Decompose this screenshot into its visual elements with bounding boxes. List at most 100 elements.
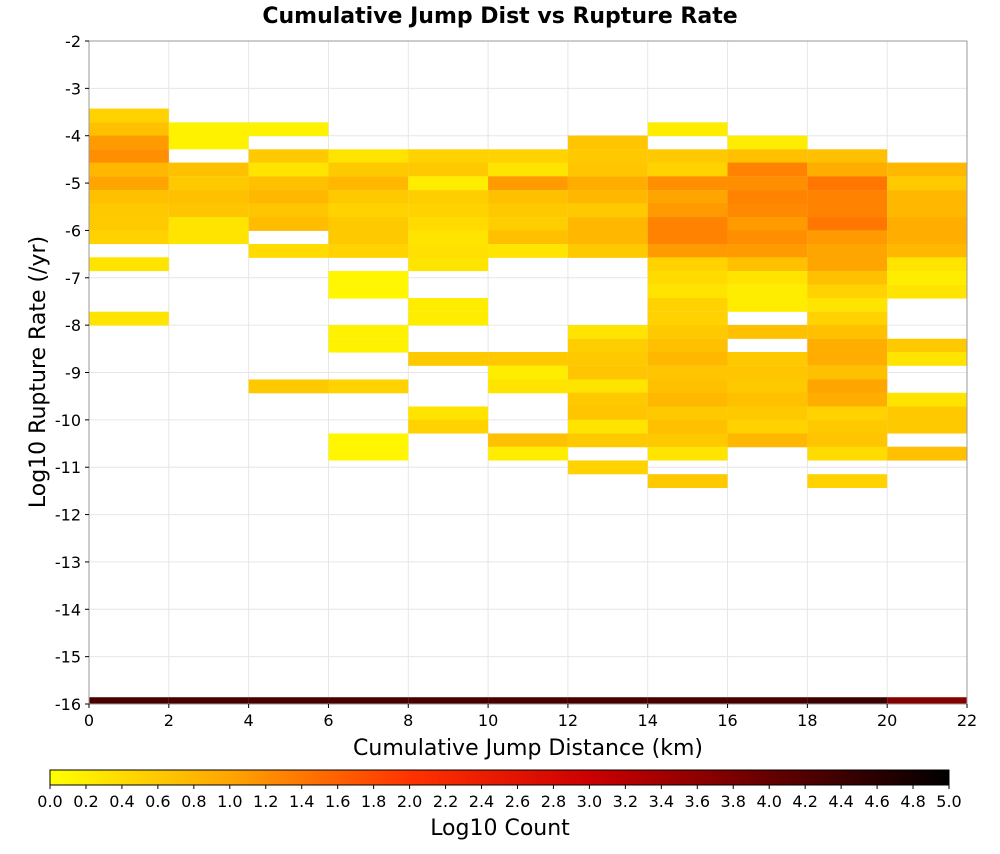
colorbar-tick-label: 2.4 xyxy=(469,792,494,811)
heatmap-cell xyxy=(408,311,489,326)
heatmap-cell xyxy=(807,176,888,191)
heatmap-cell xyxy=(89,203,169,218)
heatmap-cell xyxy=(807,352,888,366)
heatmap-cell xyxy=(727,352,808,366)
heatmap-cell xyxy=(408,149,489,164)
heatmap-cell xyxy=(887,338,967,353)
heatmap-cell xyxy=(647,419,728,434)
heatmap-cell xyxy=(488,244,568,258)
heatmap-cell xyxy=(727,149,808,164)
heatmap-cell xyxy=(488,203,568,218)
heatmap-cell xyxy=(807,433,888,448)
heatmap-cell xyxy=(647,311,728,326)
y-tick-label: -15 xyxy=(55,648,81,667)
heatmap-cell xyxy=(727,190,808,204)
heatmap-cell xyxy=(328,203,409,218)
heatmap-cell xyxy=(727,176,808,191)
heatmap-cell xyxy=(887,271,967,285)
heatmap-cell xyxy=(408,419,489,434)
y-tick-label: -13 xyxy=(55,553,81,572)
heatmap-cell xyxy=(887,217,967,231)
heatmap-cell xyxy=(727,433,808,448)
heatmap-cell xyxy=(807,406,888,421)
heatmap-cell xyxy=(488,433,568,448)
heatmap-cell xyxy=(727,203,808,218)
y-tick-label: -11 xyxy=(55,458,81,477)
heatmap-cell xyxy=(89,135,169,150)
heatmap-cell xyxy=(248,697,329,705)
heatmap-cell xyxy=(647,446,728,461)
heatmap-cell xyxy=(887,697,967,705)
heatmap-cell xyxy=(567,190,648,204)
y-tick-label: -8 xyxy=(65,316,81,335)
colorbar-tick-label: 4.8 xyxy=(900,792,925,811)
heatmap-cell xyxy=(807,474,888,489)
colorbar-tick-label: 1.0 xyxy=(217,792,242,811)
heatmap-cell xyxy=(807,203,888,218)
y-tick-label: -12 xyxy=(55,506,81,525)
heatmap-cell xyxy=(89,176,169,191)
heatmap-cell xyxy=(328,697,409,705)
heatmap-cell xyxy=(408,190,489,204)
heatmap-cell xyxy=(727,217,808,231)
heatmap-cell xyxy=(328,176,409,191)
heatmap-cell xyxy=(647,433,728,448)
heatmap-cell xyxy=(887,446,967,461)
x-axis-ticks: 0 2 4 6 8 10 12 14 16 18 20 22 xyxy=(84,704,977,730)
heatmap-cell xyxy=(89,217,169,231)
heatmap-cell xyxy=(647,697,728,705)
heatmap-cell xyxy=(727,697,808,705)
heatmap-cell xyxy=(168,122,249,137)
heatmap-cell xyxy=(727,162,808,177)
heatmap-cell xyxy=(248,162,329,177)
heatmap-cell xyxy=(328,244,409,258)
heatmap-cell xyxy=(567,162,648,177)
heatmap-cell xyxy=(647,176,728,191)
y-tick-label: -9 xyxy=(65,364,81,383)
heatmap-cell xyxy=(727,257,808,272)
heatmap-cell xyxy=(887,230,967,245)
colorbar-ticks: 0.0 0.2 0.4 0.6 0.8 1.0 1.2 1.4 1.6 1.8 2.0 2.2 2.4 2… xyxy=(37,785,962,811)
heatmap-cell xyxy=(727,406,808,421)
heatmap-cell xyxy=(248,176,329,191)
y-tick-label: -2 xyxy=(65,32,81,51)
heatmap-cell xyxy=(647,338,728,353)
heatmap-cell xyxy=(488,365,568,380)
heatmap-cell xyxy=(488,217,568,231)
colorbar-tick-label: 3.0 xyxy=(577,792,602,811)
heatmap-cell xyxy=(89,162,169,177)
heatmap-cell xyxy=(567,230,648,245)
heatmap-cell xyxy=(647,162,728,177)
heatmap-cell xyxy=(408,406,489,421)
x-tick-label: 8 xyxy=(403,711,413,730)
heatmap-cell xyxy=(647,284,728,299)
heatmap-cell xyxy=(248,122,329,137)
heatmap-cells xyxy=(89,108,967,705)
heatmap-cell xyxy=(727,365,808,380)
heatmap-cell xyxy=(168,217,249,231)
colorbar-label: Log10 Count xyxy=(430,816,570,841)
heatmap-cell xyxy=(807,379,888,394)
heatmap-cell xyxy=(408,697,489,705)
colorbar xyxy=(49,769,950,786)
heatmap-cell xyxy=(488,190,568,204)
x-tick-label: 4 xyxy=(244,711,254,730)
heatmap-cell xyxy=(807,365,888,380)
heatmap-cell xyxy=(887,406,967,421)
heatmap-cell xyxy=(567,433,648,448)
y-tick-label: -7 xyxy=(65,269,81,288)
heatmap-cell xyxy=(887,203,967,218)
colorbar-tick-label: 3.4 xyxy=(649,792,674,811)
heatmap-cell xyxy=(89,697,169,705)
heatmap-cell xyxy=(807,338,888,353)
heatmap-cell xyxy=(567,419,648,434)
heatmap-cell xyxy=(727,284,808,299)
heatmap-cell xyxy=(488,149,568,164)
heatmap-cell xyxy=(567,406,648,421)
heatmap-cell xyxy=(807,311,888,326)
x-tick-label: 22 xyxy=(957,711,977,730)
heatmap-cell xyxy=(89,108,169,123)
heatmap-cell xyxy=(647,122,728,137)
